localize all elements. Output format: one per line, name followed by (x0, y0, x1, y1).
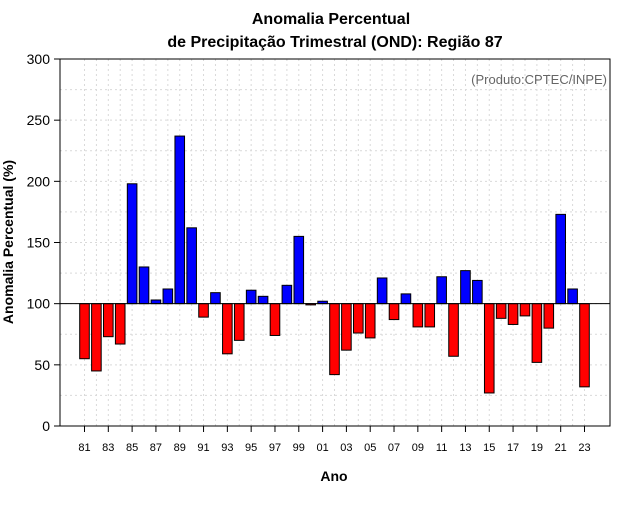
bar-97 (269, 303, 281, 336)
bar-10 (424, 303, 436, 328)
bar-81 (79, 303, 90, 360)
x-tick-label: 15 (483, 442, 495, 454)
x-tick-label: 81 (78, 442, 90, 454)
bar-94 (233, 303, 245, 341)
bar-98 (281, 284, 293, 305)
bar-06 (376, 277, 388, 305)
bar-88 (162, 288, 174, 305)
bar-84 (114, 303, 126, 345)
bar-87 (150, 299, 162, 305)
bar-85 (126, 183, 138, 305)
y-tick-label: 100 (27, 296, 51, 312)
x-tick-label: 17 (507, 442, 519, 454)
x-tick-label: 11 (436, 442, 447, 454)
x-tick-label: 21 (555, 442, 567, 454)
y-tick-label: 0 (42, 418, 50, 434)
bar-12 (448, 303, 459, 357)
x-tick-label: 87 (150, 442, 162, 454)
bar-03 (341, 303, 352, 351)
bar-89 (174, 135, 186, 305)
x-tick-label: 89 (174, 442, 186, 454)
y-axis: 0 50 100 150 200 250 300 (27, 51, 60, 434)
bar-19 (531, 303, 543, 363)
bar-11 (436, 276, 447, 305)
bar-15 (483, 303, 495, 394)
bar-16 (495, 303, 507, 319)
y-tick-label: 150 (27, 235, 51, 251)
bar-90 (186, 227, 197, 305)
y-tick-label: 200 (27, 173, 51, 189)
bar-86 (138, 266, 150, 305)
bar-20 (543, 303, 555, 329)
x-tick-label: 85 (126, 442, 138, 454)
y-tick-label: 300 (27, 51, 51, 67)
x-axis: 81 83 85 87 89 91 93 95 97 99 01 03 05 07 09 11 13 15 17 19… (78, 426, 591, 454)
bar-23 (579, 303, 590, 388)
x-tick-label: 23 (578, 442, 590, 454)
x-tick-label: 97 (269, 442, 281, 454)
bar-99 (293, 235, 305, 305)
chart-subtitle: de Precipitação Trimestral (OND): Região… (167, 34, 502, 51)
grid-layer (60, 59, 610, 426)
bar-08 (400, 293, 412, 305)
bar-09 (412, 303, 424, 328)
bar-13 (460, 270, 471, 305)
bar-92 (210, 292, 221, 305)
bar-04 (353, 303, 364, 334)
bar-17 (507, 303, 519, 325)
bar-82 (91, 303, 102, 372)
bar-95 (245, 289, 257, 305)
x-tick-label: 83 (102, 442, 114, 454)
bar-22 (567, 288, 578, 305)
bar-91 (198, 303, 209, 318)
x-tick-label: 01 (316, 442, 328, 454)
x-tick-label: 07 (388, 442, 400, 454)
x-tick-label: 93 (221, 442, 233, 454)
x-tick-label: 91 (197, 442, 209, 454)
bar-07 (388, 303, 400, 321)
x-tick-label: 99 (293, 442, 305, 454)
bar-05 (364, 303, 376, 339)
x-tick-label: 09 (412, 442, 424, 454)
bar-96 (257, 295, 269, 305)
bar-21 (555, 213, 566, 305)
source-note: (Produto:CPTEC/INPE) (471, 72, 607, 87)
bar-93 (222, 303, 233, 355)
chart-title: Anomalia Percentual (252, 11, 410, 28)
bar-83 (103, 303, 114, 338)
bar-18 (519, 303, 531, 317)
y-axis-label: Anomalia Percentual (%) (0, 160, 16, 324)
x-tick-label: 03 (340, 442, 352, 454)
y-tick-label: 250 (27, 112, 51, 128)
x-axis-label: Ano (320, 468, 347, 484)
bar-02 (329, 303, 340, 376)
x-tick-label: 05 (364, 442, 376, 454)
x-tick-label: 19 (531, 442, 543, 454)
bar-14 (472, 279, 483, 305)
x-tick-label: 13 (459, 442, 471, 454)
x-tick-label: 95 (245, 442, 257, 454)
bar-layer (79, 135, 590, 394)
y-tick-label: 50 (34, 357, 50, 373)
